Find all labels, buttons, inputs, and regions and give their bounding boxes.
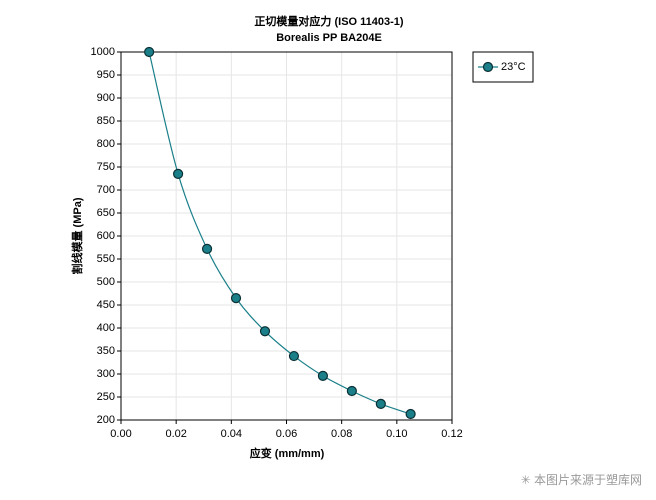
y-tick-label: 800 <box>97 138 115 150</box>
y-tick-label: 250 <box>97 391 115 403</box>
y-tick-label: 900 <box>97 92 115 104</box>
data-point <box>375 398 386 409</box>
chart-subtitle: Borealis PP BA204E <box>276 32 382 44</box>
legend-marker <box>482 61 494 73</box>
y-tick-label: 1000 <box>91 46 115 58</box>
data-point <box>317 370 329 381</box>
plot-frame <box>120 51 453 421</box>
legend-label: 23°C <box>501 61 526 73</box>
data-point <box>230 293 242 304</box>
y-axis-title: 割线模量 (MPa) <box>70 197 84 274</box>
chart-title: 正切模量对应力 (ISO 11403-1) <box>254 14 403 28</box>
x-tick-label: 0.08 <box>331 428 352 440</box>
x-tick-label: 0.00 <box>110 428 131 440</box>
data-point <box>405 408 416 420</box>
data-point <box>346 385 357 397</box>
series-line <box>148 51 411 415</box>
y-tick-label: 450 <box>97 299 115 311</box>
y-tick-label: 950 <box>97 69 115 81</box>
x-tick-label: 0.02 <box>165 428 186 440</box>
x-axis-title: 应变 (mm/mm) <box>250 446 325 460</box>
y-tick-label: 300 <box>97 368 115 380</box>
data-point <box>172 168 184 179</box>
y-tick-label: 750 <box>97 161 115 173</box>
y-tick-label: 350 <box>97 345 115 357</box>
data-point <box>201 243 213 254</box>
y-tick-label: 650 <box>97 207 115 219</box>
x-tick-label: 0.10 <box>386 428 407 440</box>
y-tick-label: 700 <box>97 184 115 196</box>
y-tick-label: 850 <box>97 115 115 127</box>
x-tick-label: 0.06 <box>276 428 297 440</box>
x-tick-label: 0.04 <box>221 428 242 440</box>
data-point <box>144 46 155 58</box>
y-tick-label: 400 <box>97 322 115 334</box>
x-tick-label: 0.12 <box>441 428 462 440</box>
data-point <box>259 326 271 337</box>
watermark: ✳ 本图片来源于塑库网 <box>521 472 642 487</box>
y-tick-label: 550 <box>97 253 115 265</box>
y-tick-label: 500 <box>97 276 115 288</box>
y-tick-label: 600 <box>97 230 115 242</box>
y-tick-label: 200 <box>97 414 115 426</box>
data-point <box>288 350 300 362</box>
